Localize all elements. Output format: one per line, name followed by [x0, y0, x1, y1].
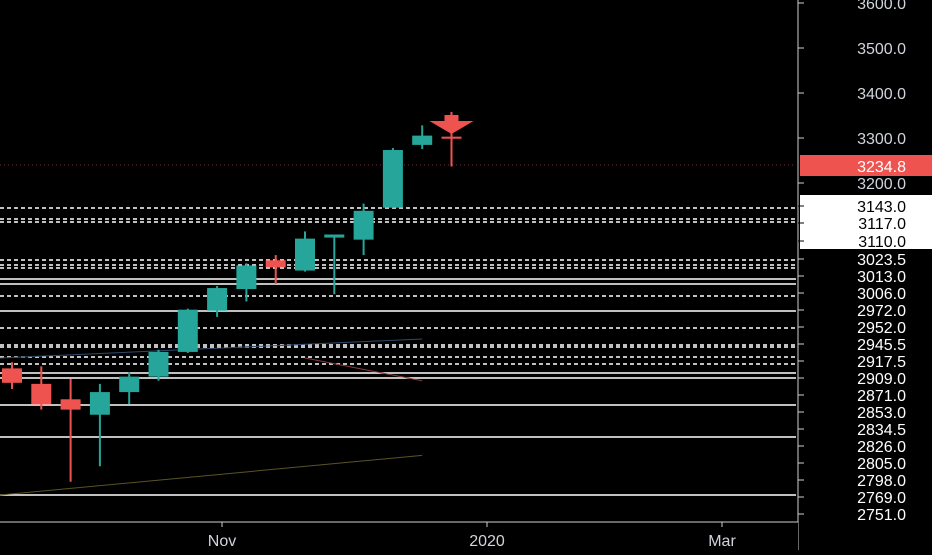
candle[interactable] — [177, 308, 198, 353]
candle[interactable] — [2, 362, 22, 389]
level-label: 3110.0 — [858, 234, 906, 251]
level-label: 2917.5 — [857, 354, 906, 371]
level-label: 2945.5 — [857, 337, 906, 354]
level-label: 3023.5 — [857, 252, 906, 269]
candle-body — [295, 238, 315, 271]
candle[interactable] — [295, 231, 315, 272]
candle-body — [177, 309, 198, 352]
level-label: 3143.0 — [857, 199, 906, 216]
price-tick-label: 3200.0 — [857, 176, 906, 193]
price-tick-label: 3300.0 — [857, 131, 906, 148]
candle-body — [119, 376, 140, 393]
level-label: 2805.0 — [857, 456, 906, 473]
candle-body — [60, 399, 81, 410]
level-label-box — [800, 212, 932, 231]
candle-body — [441, 136, 462, 139]
price-tick-label: 3600.0 — [857, 0, 906, 13]
candle-body — [236, 265, 257, 290]
moving-average-line — [0, 338, 423, 359]
candle[interactable] — [412, 125, 433, 150]
candle[interactable] — [265, 255, 286, 284]
level-label: 2798.0 — [857, 473, 906, 490]
price-tick-label: 3400.0 — [857, 86, 906, 103]
level-label: 2952.0 — [857, 320, 906, 337]
moving-averages — [0, 338, 423, 496]
level-label-box — [800, 195, 932, 214]
candle[interactable] — [382, 147, 403, 208]
candle[interactable] — [148, 349, 169, 381]
level-label-box — [800, 230, 932, 249]
price-axis[interactable]: 3600.0 3500.0 3400.0 3300.0 3200.0 3143.03117… — [797, 0, 932, 550]
candle-body — [31, 383, 52, 405]
time-tick-label: Nov — [208, 533, 236, 550]
level-label: 2909.0 — [857, 371, 906, 388]
level-label: 3013.0 — [857, 269, 906, 286]
candle[interactable] — [60, 378, 81, 482]
candle-body — [382, 150, 403, 208]
candle-body — [412, 135, 433, 145]
candle[interactable] — [324, 234, 345, 295]
current-price-group: 3234.8 — [800, 155, 932, 176]
sell-signal-arrow-group — [429, 115, 474, 134]
candle-body — [89, 392, 110, 415]
price-axis-background — [798, 0, 932, 550]
candles[interactable] — [2, 111, 462, 482]
level-label: 2769.0 — [857, 490, 906, 507]
level-label: 3006.0 — [857, 286, 906, 303]
candle-body — [148, 351, 169, 377]
level-label: 2834.5 — [857, 422, 906, 439]
level-label: 2972.0 — [857, 303, 906, 320]
moving-average-line — [304, 357, 423, 382]
level-label: 3117.0 — [858, 216, 906, 233]
level-label: 2871.0 — [857, 388, 906, 405]
time-tick-label: Mar — [708, 533, 736, 550]
candle-body — [207, 288, 228, 311]
candle[interactable] — [31, 366, 52, 410]
candle-body — [265, 260, 286, 268]
level-label: 2853.0 — [857, 405, 906, 422]
current-price-box — [800, 155, 932, 176]
moving-average-line — [0, 454, 423, 496]
time-axis-background — [0, 522, 798, 550]
candle[interactable] — [207, 286, 228, 317]
candle[interactable] — [119, 372, 140, 405]
candle[interactable] — [236, 263, 257, 302]
time-tick-label: 2020 — [469, 533, 505, 550]
candle[interactable] — [89, 383, 110, 467]
time-axis[interactable]: Nov 2020 Mar — [0, 521, 798, 550]
candle-body — [353, 210, 374, 240]
level-label: 2751.0 — [857, 507, 906, 524]
candle-body — [2, 368, 22, 383]
price-tick-label: 3500.0 — [857, 41, 906, 58]
candle-body — [324, 234, 345, 238]
level-label: 2826.0 — [857, 439, 906, 456]
sell-signal-arrow-stem — [444, 115, 459, 123]
sell-signal-arrow — [429, 121, 474, 134]
candle[interactable] — [353, 203, 374, 256]
current-price-label: 3234.8 — [857, 159, 906, 176]
